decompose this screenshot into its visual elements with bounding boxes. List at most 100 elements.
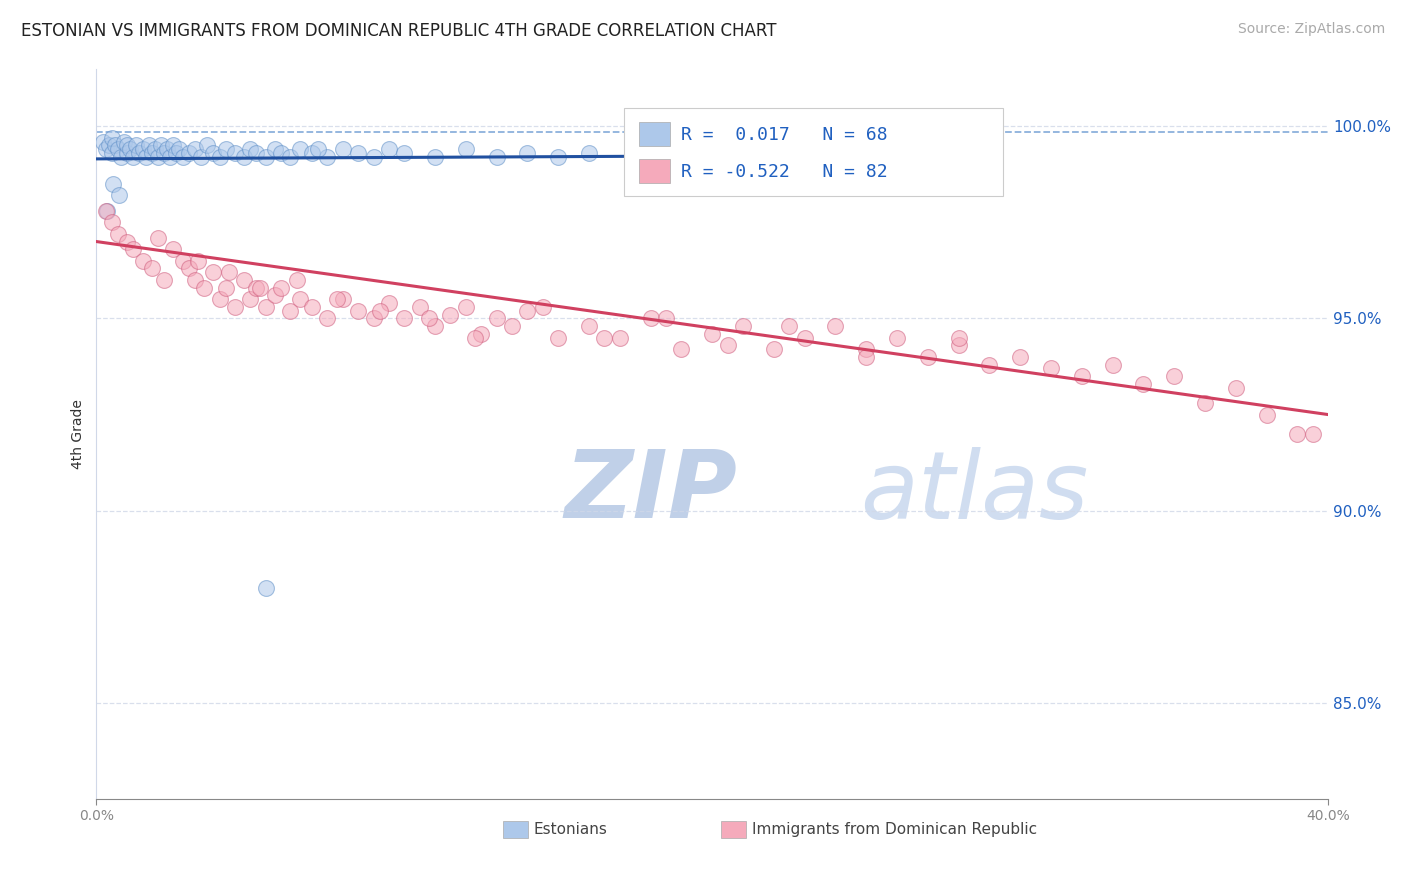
Point (120, 142, 142, 156)
Point (122, 150, 145, 164)
Point (288, 142, 311, 156)
Point (368, 303, 391, 318)
Point (122, 242, 145, 256)
Point (470, 326, 492, 341)
Point (1101, 358, 1123, 372)
Point (409, 300, 432, 314)
Text: Estonians: Estonians (534, 822, 607, 837)
Point (202, 146, 225, 161)
Point (363, 311, 385, 326)
Point (1302, 426, 1324, 441)
Point (855, 342, 877, 356)
Point (103, 177, 125, 191)
Point (624, 150, 647, 164)
Point (454, 300, 477, 314)
Point (917, 350, 939, 364)
Point (485, 311, 508, 326)
Point (215, 142, 238, 156)
Point (159, 150, 181, 164)
Point (886, 150, 908, 164)
Text: ESTONIAN VS IMMIGRANTS FROM DOMINICAN REPUBLIC 4TH GRADE CORRELATION CHART: ESTONIAN VS IMMIGRANTS FROM DOMINICAN RE… (21, 22, 776, 40)
Point (778, 319, 800, 334)
Point (146, 230, 169, 244)
Point (96, 203, 118, 218)
Point (501, 319, 523, 334)
Point (138, 138, 160, 153)
Point (516, 303, 538, 318)
Point (531, 300, 554, 314)
Point (218, 265, 240, 279)
Point (215, 281, 238, 295)
Point (280, 150, 302, 164)
Point (516, 146, 538, 161)
Point (702, 326, 724, 341)
Point (1010, 350, 1032, 364)
Point (578, 146, 600, 161)
Point (107, 227, 129, 241)
Point (948, 338, 970, 352)
Point (108, 188, 131, 202)
Point (115, 146, 138, 161)
Point (94, 203, 117, 218)
Text: Source: ZipAtlas.com: Source: ZipAtlas.com (1237, 22, 1385, 37)
Point (141, 146, 163, 161)
Point (886, 331, 908, 345)
Point (731, 150, 754, 164)
Point (245, 281, 267, 295)
Point (1256, 408, 1278, 422)
Point (239, 292, 262, 306)
Point (485, 150, 508, 164)
Point (115, 138, 138, 153)
Point (793, 331, 815, 345)
Point (671, 146, 693, 161)
Point (131, 142, 153, 156)
Point (150, 138, 173, 153)
Point (125, 138, 148, 153)
Text: Immigrants from Dominican Republic: Immigrants from Dominican Republic (751, 822, 1036, 837)
Point (135, 150, 157, 164)
Point (439, 308, 461, 322)
Point (249, 281, 271, 295)
Point (100, 146, 122, 161)
Point (110, 150, 132, 164)
Text: R =  0.017   N = 68: R = 0.017 N = 68 (682, 126, 889, 144)
Point (378, 296, 401, 310)
Point (418, 311, 440, 326)
Point (143, 142, 166, 156)
Point (316, 311, 339, 326)
Point (153, 273, 176, 287)
Point (301, 146, 323, 161)
Point (156, 142, 179, 156)
Point (285, 273, 308, 287)
Point (146, 150, 169, 164)
Point (195, 138, 218, 153)
Point (325, 292, 347, 306)
Point (1040, 361, 1063, 376)
Point (1132, 376, 1154, 391)
Point (855, 350, 877, 364)
Point (301, 300, 323, 314)
Point (270, 281, 292, 295)
Point (184, 273, 207, 287)
Point (104, 138, 127, 153)
Point (224, 146, 246, 161)
Point (107, 142, 129, 156)
Point (97, 138, 120, 153)
Point (153, 146, 176, 161)
Point (141, 261, 163, 276)
Point (172, 253, 194, 268)
Point (128, 146, 150, 161)
Point (316, 150, 339, 164)
Point (172, 150, 194, 164)
Point (824, 146, 846, 161)
Point (233, 150, 256, 164)
Point (94, 142, 117, 156)
Point (363, 150, 385, 164)
Point (332, 142, 354, 156)
Point (1286, 426, 1309, 441)
Point (100, 215, 122, 229)
Point (100, 130, 122, 145)
Point (264, 142, 287, 156)
Point (165, 146, 187, 161)
Point (112, 135, 135, 149)
